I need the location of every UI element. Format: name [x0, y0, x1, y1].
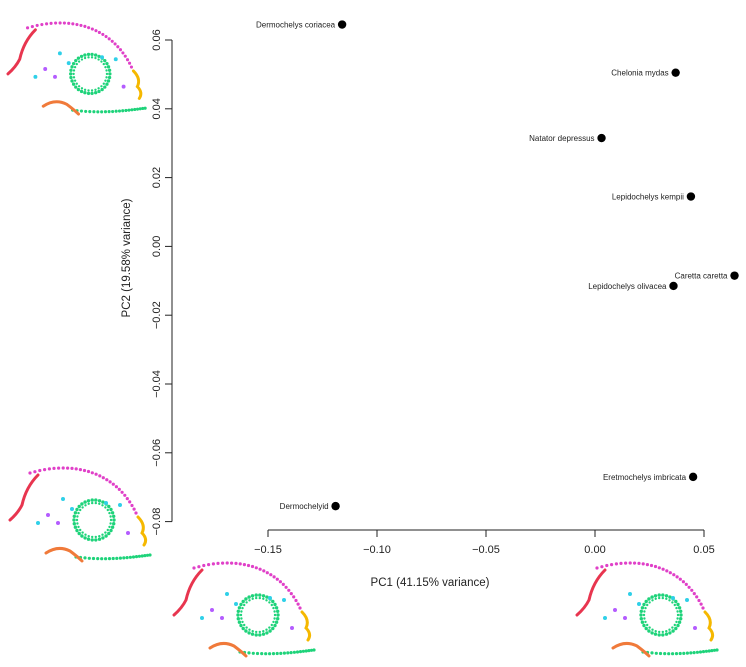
y-tick-label: −0.04 — [151, 370, 163, 398]
data-point — [597, 133, 606, 143]
skull-landmark-diagram — [6, 21, 147, 116]
skull-landmark-diagram — [172, 561, 316, 658]
point-label: Chelonia mydas — [611, 69, 668, 78]
y-tick-label: −0.06 — [151, 439, 163, 467]
point-label: Eretmochelys imbricata — [603, 473, 687, 482]
y-tick-label: −0.02 — [151, 301, 163, 329]
data-point — [331, 501, 340, 511]
point-label: Dermochelys coriacea — [256, 21, 336, 30]
skull-landmark-diagrams — [6, 21, 719, 658]
data-point — [686, 192, 696, 201]
point-label: Dermochelyid — [280, 502, 329, 511]
data-point — [671, 68, 680, 77]
x-tick-label: −0.05 — [472, 544, 500, 556]
x-axis-title: PC1 (41.15% variance) — [371, 577, 490, 589]
point-label: Lepidochelys kempii — [612, 193, 684, 202]
axes: 0.06 0.04 0.02 0.00 −0.02 −0.04 −0.06 −0.08 −0.1… — [151, 29, 715, 556]
x-tick-label: 0.00 — [584, 544, 605, 556]
data-points: Dermochelys coriacea Chelonia mydas Natato… — [256, 20, 739, 511]
point-label: Caretta caretta — [675, 272, 728, 281]
y-axis-title: PC2 (19.58% variance) — [121, 198, 133, 317]
x-tick-label: 0.05 — [693, 544, 714, 556]
data-point — [688, 472, 698, 482]
y-tick-label: 0.02 — [151, 167, 163, 188]
skull-landmark-diagram — [575, 561, 719, 658]
x-tick-label: −0.10 — [363, 544, 391, 556]
skull-landmark-diagram — [8, 466, 152, 563]
data-point — [730, 271, 739, 280]
point-label: Lepidochelys olivacea — [588, 282, 667, 291]
x-tick-label: −0.15 — [254, 544, 282, 556]
point-label: Natator depressus — [529, 134, 594, 143]
y-tick-label: −0.08 — [151, 508, 163, 536]
y-tick-label: 0.06 — [151, 29, 163, 50]
data-point — [669, 281, 678, 291]
y-tick-label: 0.00 — [151, 236, 163, 257]
data-point — [337, 20, 347, 29]
y-tick-label: 0.04 — [151, 98, 163, 119]
